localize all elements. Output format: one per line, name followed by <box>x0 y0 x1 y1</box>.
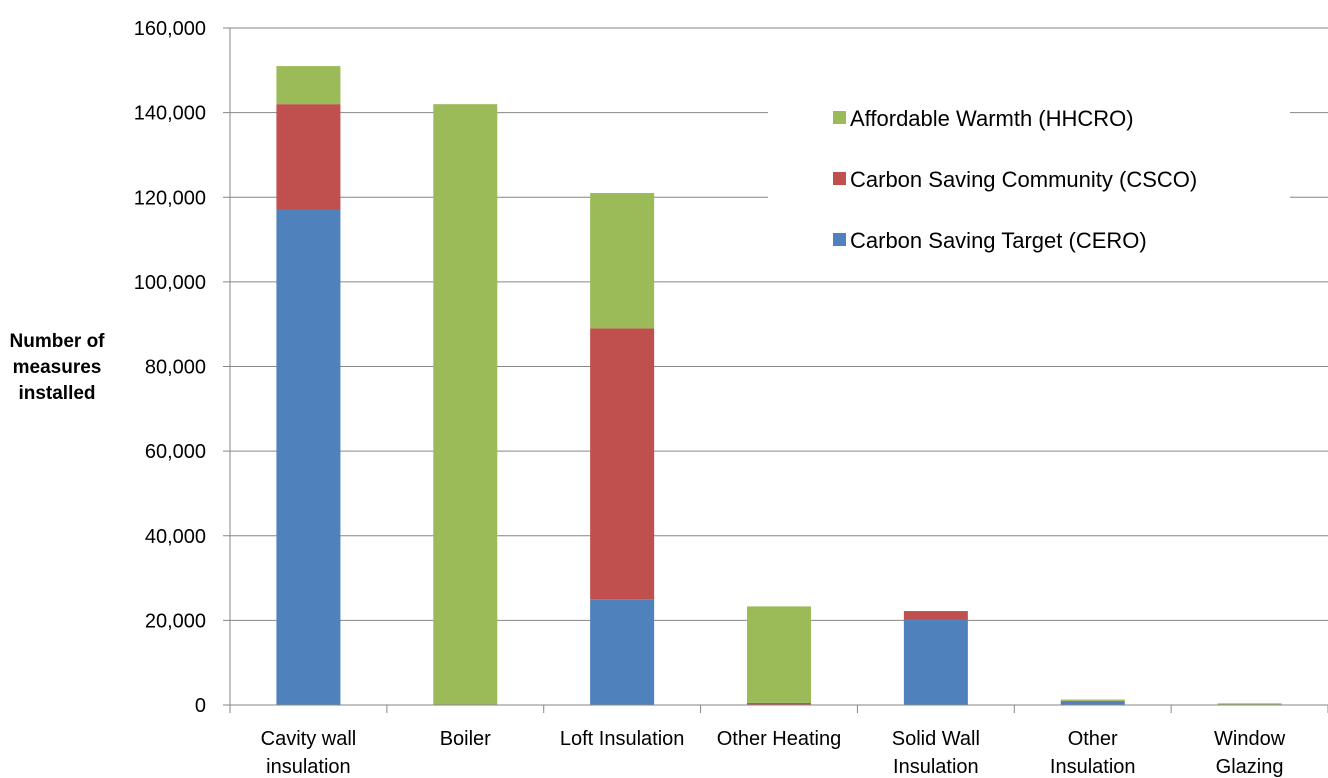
legend-label: Affordable Warmth (HHCRO) <box>850 106 1134 131</box>
x-category-label: Other Insulation <box>1050 728 1136 778</box>
y-axis-title: Number of measures installed <box>10 331 106 404</box>
x-category-label: Window Glazing <box>1214 728 1286 778</box>
bar-segment <box>590 328 655 600</box>
bar-segment <box>1060 701 1125 705</box>
legend-swatch <box>833 233 846 246</box>
x-category-label: Cavity wall insulation <box>261 728 357 778</box>
legend-label: Carbon Saving Target (CERO) <box>850 228 1147 253</box>
x-category-label: Solid Wall Insulation <box>892 728 980 778</box>
bar-segment <box>747 702 811 705</box>
bar-segment <box>276 104 341 210</box>
y-tick-labels: 0 20,000 40,000 60,000 80,000 100,000 120,000 1… <box>134 18 206 717</box>
y-tick-label: 20,000 <box>145 610 206 632</box>
bar-segment <box>1060 700 1125 702</box>
bar-segment <box>276 66 341 105</box>
y-tick-label: 100,000 <box>134 272 206 294</box>
bar-segment <box>433 104 498 706</box>
bar-segment <box>590 599 655 705</box>
y-tick-label: 140,000 <box>134 103 206 125</box>
bar-segment <box>276 209 341 705</box>
x-category-label: Loft Insulation <box>560 728 685 750</box>
x-category-labels: Cavity wall insulation Boiler Loft Insulati… <box>261 728 1286 778</box>
y-axis-label: Number of measures installed <box>10 331 106 404</box>
bars <box>276 66 1282 706</box>
legend-swatch <box>833 111 846 124</box>
y-tick-label: 60,000 <box>145 441 206 463</box>
bar-segment <box>590 193 655 329</box>
legend: Affordable Warmth (HHCRO) Carbon Saving C… <box>768 88 1290 264</box>
legend-swatch <box>833 172 846 185</box>
axes <box>223 27 1328 713</box>
x-category-label: Other Heating <box>717 728 842 750</box>
legend-background <box>768 88 1290 264</box>
bar-segment <box>1217 703 1282 705</box>
bar-segment <box>1060 699 1125 701</box>
y-tick-label: 40,000 <box>145 526 206 548</box>
x-category-label: Boiler <box>440 728 491 750</box>
y-tick-label: 120,000 <box>134 187 206 209</box>
legend-label: Carbon Saving Community (CSCO) <box>850 167 1197 192</box>
y-tick-label: 160,000 <box>134 18 206 40</box>
bar-segment <box>747 606 811 703</box>
bar-segment <box>903 611 968 620</box>
y-tick-label: 0 <box>195 695 206 717</box>
bar-segment <box>903 619 968 705</box>
y-tick-label: 80,000 <box>145 357 206 379</box>
